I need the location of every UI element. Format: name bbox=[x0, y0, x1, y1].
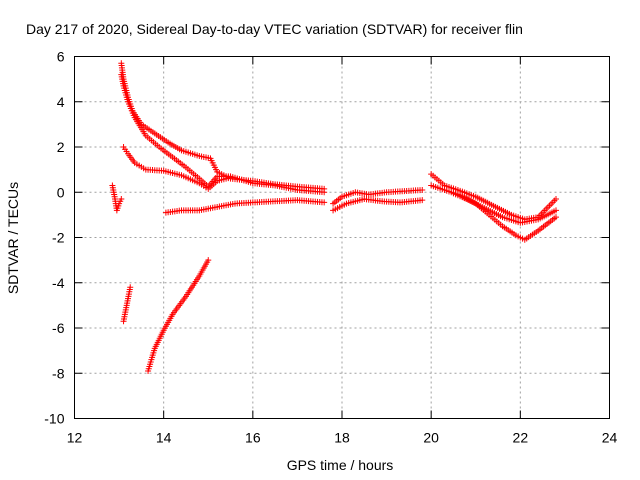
series-track-f bbox=[145, 257, 212, 374]
series-track-i-mid bbox=[450, 190, 559, 226]
data-point-plus bbox=[419, 197, 426, 204]
series-track-b bbox=[120, 144, 234, 192]
series-track-a-lower bbox=[118, 71, 328, 196]
x-tick-label: 20 bbox=[423, 430, 439, 446]
data-point-plus bbox=[118, 196, 125, 203]
y-tick-label: -8 bbox=[52, 365, 65, 381]
series-track-i-upper bbox=[428, 171, 559, 223]
x-axis-label: GPS time / hours bbox=[287, 457, 394, 473]
data-point-plus bbox=[321, 199, 328, 206]
data-point-plus bbox=[205, 257, 212, 264]
data-point-plus bbox=[553, 196, 559, 203]
data-point-plus bbox=[127, 284, 134, 291]
y-tick-label: 2 bbox=[57, 139, 65, 155]
y-tick-label: -6 bbox=[52, 320, 65, 336]
y-tick-label: 6 bbox=[57, 49, 65, 65]
x-tick-label: 22 bbox=[513, 430, 529, 446]
data-point-plus bbox=[553, 207, 559, 214]
y-tick-label: 4 bbox=[57, 94, 65, 110]
series-track-h bbox=[330, 196, 426, 214]
data-point-plus bbox=[419, 186, 426, 193]
y-tick-label: -2 bbox=[52, 230, 65, 246]
series-track-a-upper bbox=[118, 60, 328, 192]
x-tick-label: 24 bbox=[602, 430, 618, 446]
series-track-g bbox=[330, 186, 426, 207]
x-tick-label: 14 bbox=[156, 430, 172, 446]
chart-title: Day 217 of 2020, Sidereal Day-to-day VTE… bbox=[26, 21, 523, 37]
x-tick-label: 16 bbox=[245, 430, 261, 446]
y-tick-label: 0 bbox=[57, 184, 65, 200]
x-tick-label: 18 bbox=[334, 430, 350, 446]
x-tick-label: 12 bbox=[67, 430, 83, 446]
data-point-plus bbox=[553, 214, 559, 221]
series-track-e bbox=[120, 284, 134, 325]
plot-frame bbox=[74, 56, 610, 419]
data-points bbox=[109, 60, 559, 374]
series-track-d bbox=[109, 182, 125, 214]
data-point-plus bbox=[227, 174, 234, 181]
y-tick-label: -4 bbox=[52, 275, 65, 291]
data-point-plus bbox=[321, 189, 328, 196]
y-tick-label: -10 bbox=[44, 411, 64, 427]
y-axis-label: SDTVAR / TECUs bbox=[5, 182, 21, 294]
series-track-c bbox=[162, 197, 328, 216]
